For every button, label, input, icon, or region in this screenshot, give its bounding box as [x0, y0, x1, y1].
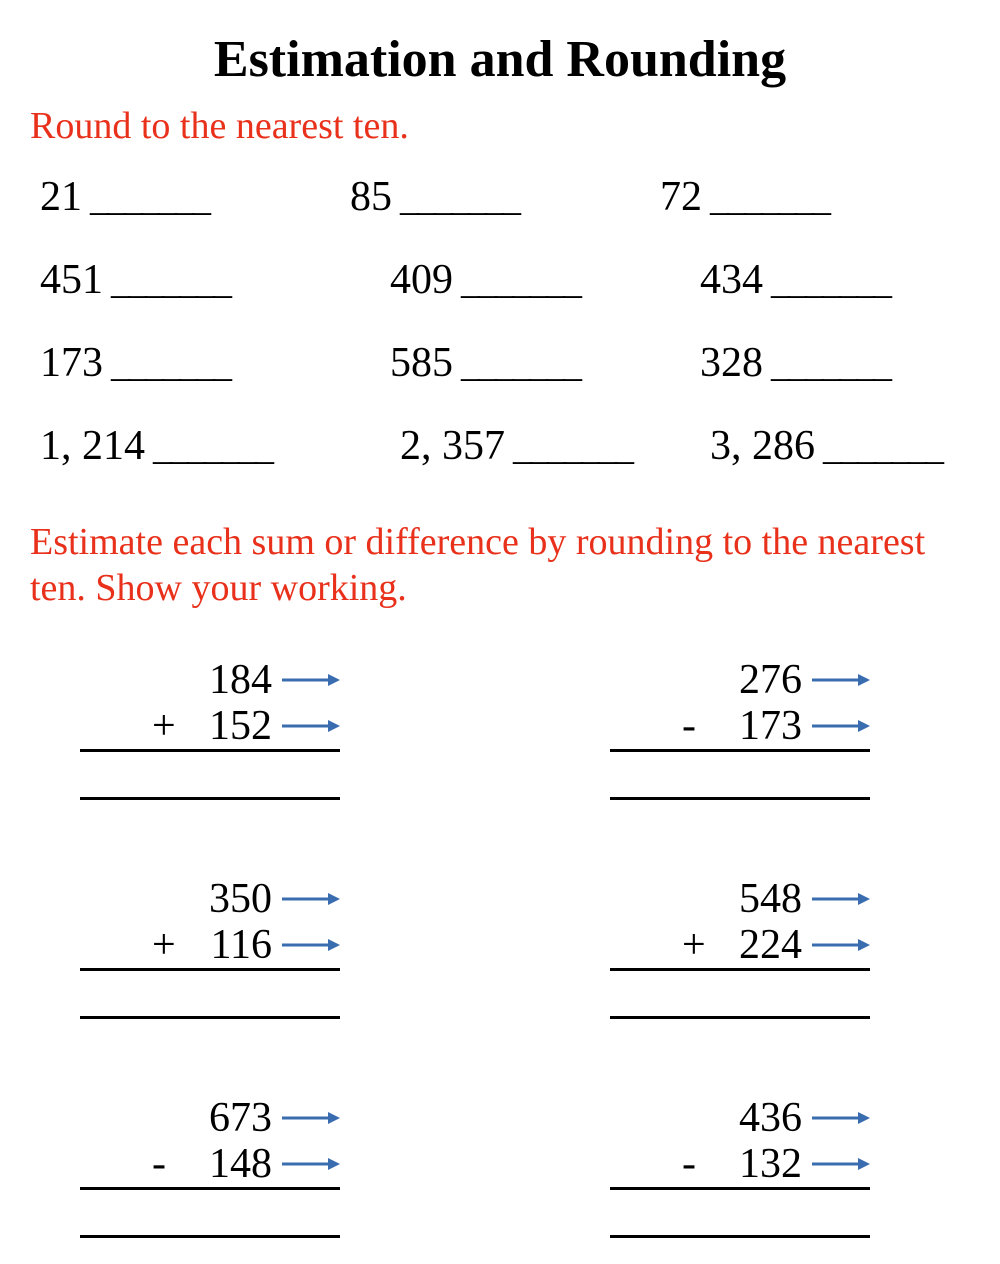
- bottom-number: 173: [712, 702, 802, 750]
- answer-line[interactable]: [80, 1192, 340, 1238]
- rounding-number: 72: [660, 173, 702, 221]
- arrow-icon: [810, 1108, 870, 1128]
- rounding-number: 21: [40, 173, 82, 221]
- problems-grid: 184 + 152 276 - 173 350 + 116 548 + 224: [30, 656, 970, 1238]
- operator: +: [152, 702, 182, 750]
- problem-bottom-row: - 173: [610, 704, 870, 752]
- rounding-item: 173_______: [40, 339, 340, 387]
- rounding-number: 1, 214: [40, 422, 145, 470]
- arrow-icon: [280, 716, 340, 736]
- page-title: Estimation and Rounding: [30, 30, 970, 89]
- rounding-number: 409: [390, 256, 453, 304]
- top-number: 436: [712, 1094, 802, 1142]
- answer-blank[interactable]: _______: [461, 259, 580, 303]
- arrow-icon: [810, 670, 870, 690]
- answer-blank[interactable]: _______: [153, 425, 272, 469]
- problem-bottom-row: + 224: [610, 923, 870, 971]
- problem-top-row: 673: [80, 1094, 340, 1142]
- answer-blank[interactable]: _______: [90, 176, 209, 220]
- rounding-item: 328_______: [660, 339, 960, 387]
- rounding-item: 2, 357_______: [350, 422, 650, 470]
- arrow-icon: [810, 716, 870, 736]
- answer-blank[interactable]: _______: [111, 259, 230, 303]
- operator: -: [682, 702, 712, 750]
- top-number: 276: [712, 656, 802, 704]
- estimation-problem: 184 + 152: [80, 656, 340, 800]
- top-number: 673: [182, 1094, 272, 1142]
- answer-blank[interactable]: _______: [111, 342, 230, 386]
- bottom-number: 148: [182, 1140, 272, 1188]
- rounding-item: 434_______: [660, 256, 960, 304]
- rounding-number: 3, 286: [710, 422, 815, 470]
- rounding-number: 2, 357: [400, 422, 505, 470]
- rounding-item: 1, 214_______: [40, 422, 340, 470]
- estimation-problem: 436 - 132: [610, 1094, 870, 1238]
- rounding-number: 434: [700, 256, 763, 304]
- estimation-problem: 350 + 116: [80, 875, 340, 1019]
- answer-line[interactable]: [610, 973, 870, 1019]
- answer-blank[interactable]: _______: [823, 425, 942, 469]
- arrow-icon: [810, 889, 870, 909]
- bottom-number: 116: [182, 921, 272, 969]
- arrow-icon: [280, 1108, 340, 1128]
- arrow-icon: [810, 935, 870, 955]
- operator: +: [682, 921, 712, 969]
- rounding-item: 72_______: [660, 173, 960, 221]
- top-number: 548: [712, 875, 802, 923]
- answer-blank[interactable]: _______: [400, 176, 519, 220]
- problem-bottom-row: + 152: [80, 704, 340, 752]
- rounding-item: 409_______: [350, 256, 650, 304]
- rounding-item: 585_______: [350, 339, 650, 387]
- arrow-icon: [280, 889, 340, 909]
- answer-blank[interactable]: _______: [771, 342, 890, 386]
- estimation-problem: 548 + 224: [610, 875, 870, 1019]
- rounding-number: 585: [390, 339, 453, 387]
- problem-top-row: 436: [610, 1094, 870, 1142]
- operator: -: [682, 1140, 712, 1188]
- top-number: 184: [182, 656, 272, 704]
- rounding-number: 451: [40, 256, 103, 304]
- answer-line[interactable]: [80, 973, 340, 1019]
- instruction-1: Round to the nearest ten.: [30, 104, 970, 148]
- rounding-grid: 21_______85_______72_______451_______409…: [30, 173, 970, 470]
- rounding-item: 451_______: [40, 256, 340, 304]
- top-number: 350: [182, 875, 272, 923]
- problem-top-row: 184: [80, 656, 340, 704]
- rounding-item: 21_______: [40, 173, 340, 221]
- answer-blank[interactable]: _______: [771, 259, 890, 303]
- answer-line[interactable]: [80, 754, 340, 800]
- answer-line[interactable]: [610, 1192, 870, 1238]
- problem-bottom-row: - 132: [610, 1142, 870, 1190]
- arrow-icon: [280, 670, 340, 690]
- problem-top-row: 350: [80, 875, 340, 923]
- answer-line[interactable]: [610, 754, 870, 800]
- answer-blank[interactable]: _______: [513, 425, 632, 469]
- estimation-problem: 276 - 173: [610, 656, 870, 800]
- arrow-icon: [280, 1154, 340, 1174]
- bottom-number: 152: [182, 702, 272, 750]
- answer-blank[interactable]: _______: [461, 342, 580, 386]
- problem-top-row: 276: [610, 656, 870, 704]
- rounding-number: 173: [40, 339, 103, 387]
- operator: +: [152, 921, 182, 969]
- instruction-2: Estimate each sum or difference by round…: [30, 520, 970, 611]
- operator: -: [152, 1140, 182, 1188]
- rounding-item: 85_______: [350, 173, 650, 221]
- arrow-icon: [280, 935, 340, 955]
- problem-top-row: 548: [610, 875, 870, 923]
- rounding-number: 85: [350, 173, 392, 221]
- rounding-item: 3, 286_______: [660, 422, 960, 470]
- estimation-problem: 673 - 148: [80, 1094, 340, 1238]
- rounding-number: 328: [700, 339, 763, 387]
- answer-blank[interactable]: _______: [710, 176, 829, 220]
- problem-bottom-row: - 148: [80, 1142, 340, 1190]
- bottom-number: 224: [712, 921, 802, 969]
- problem-bottom-row: + 116: [80, 923, 340, 971]
- arrow-icon: [810, 1154, 870, 1174]
- bottom-number: 132: [712, 1140, 802, 1188]
